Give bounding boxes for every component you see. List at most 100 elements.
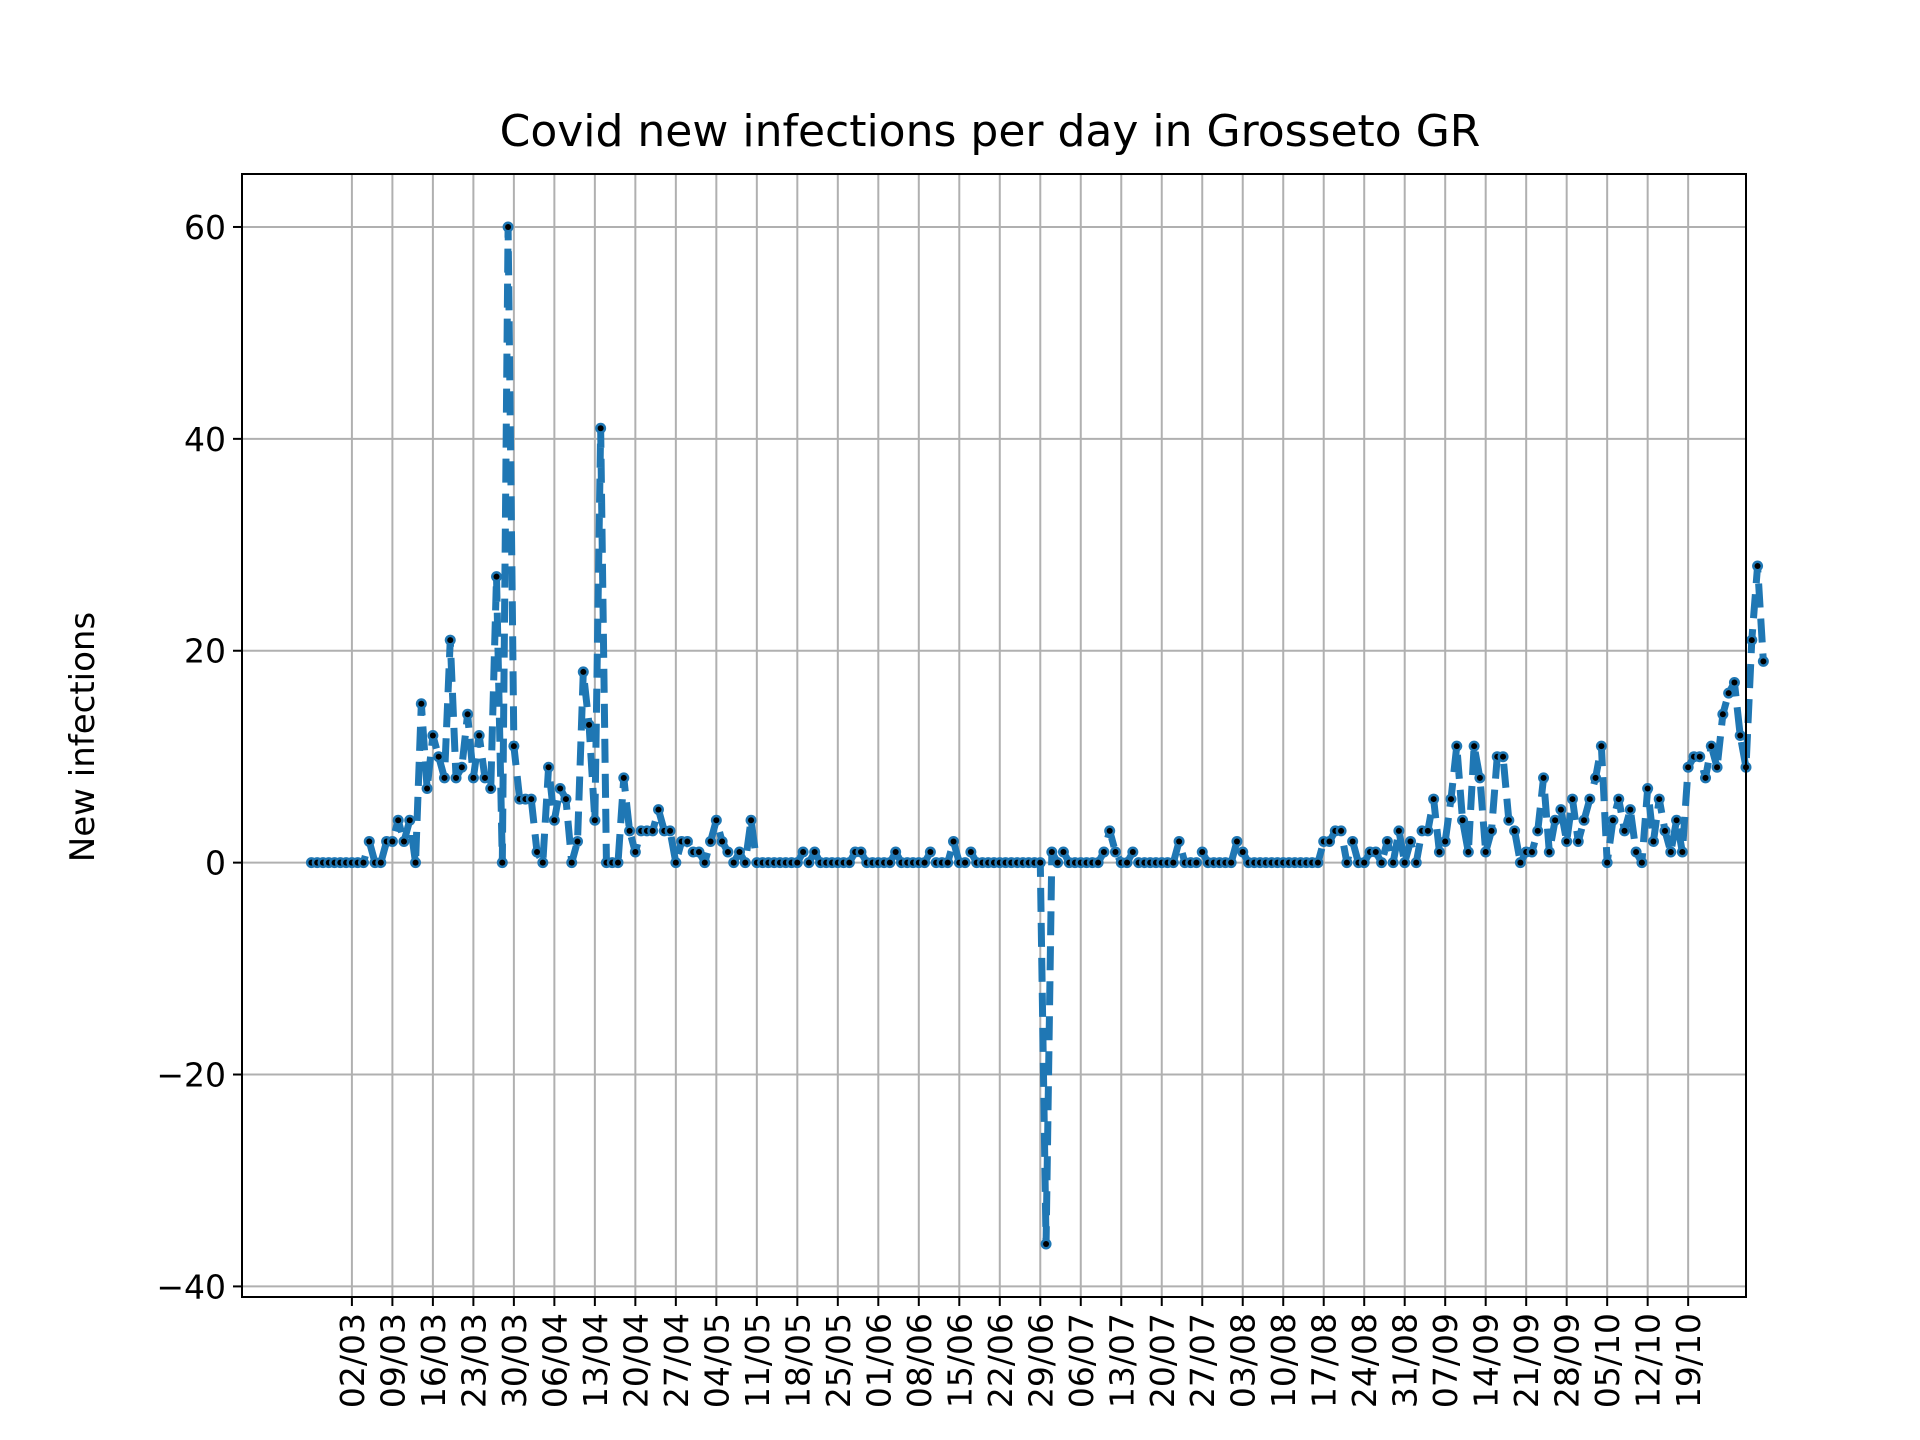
data-point bbox=[1638, 859, 1645, 866]
data-point bbox=[1488, 827, 1495, 834]
data-point bbox=[857, 849, 864, 856]
data-point bbox=[1349, 838, 1356, 845]
data-point bbox=[441, 774, 448, 781]
data-point bbox=[493, 573, 500, 580]
data-point bbox=[944, 859, 951, 866]
data-point bbox=[1465, 849, 1472, 856]
data-point bbox=[464, 711, 471, 718]
data-point bbox=[1037, 859, 1044, 866]
data-point bbox=[1378, 859, 1385, 866]
x-tick-label: 14/09 bbox=[1467, 1313, 1506, 1408]
data-point bbox=[655, 806, 662, 813]
x-tick-label: 01/06 bbox=[859, 1313, 898, 1408]
data-point bbox=[1343, 859, 1350, 866]
data-point bbox=[435, 753, 442, 760]
data-point bbox=[580, 668, 587, 675]
data-point bbox=[539, 859, 546, 866]
x-tick-label: 28/09 bbox=[1548, 1313, 1587, 1408]
x-tick-label: 22/06 bbox=[981, 1313, 1020, 1408]
data-point bbox=[1424, 827, 1431, 834]
data-point bbox=[1043, 1241, 1050, 1248]
data-point bbox=[962, 859, 969, 866]
data-point bbox=[620, 774, 627, 781]
data-point bbox=[1176, 838, 1183, 845]
data-point bbox=[1667, 849, 1674, 856]
data-point bbox=[719, 838, 726, 845]
data-point bbox=[1453, 743, 1460, 750]
data-point bbox=[1557, 806, 1564, 813]
data-point bbox=[724, 849, 731, 856]
x-tick-label: 08/06 bbox=[900, 1313, 939, 1408]
data-point bbox=[487, 785, 494, 792]
data-point bbox=[1199, 849, 1206, 856]
data-point bbox=[557, 785, 564, 792]
x-tick-label: 03/08 bbox=[1224, 1313, 1263, 1408]
plot-frame bbox=[241, 173, 1747, 1298]
y-tick-label: −20 bbox=[156, 1056, 226, 1095]
x-axis-ticks: 02/03 09/03 16/03 23/03 30/03 06/04 13/04 20/04… bbox=[333, 1297, 1708, 1408]
data-point bbox=[1129, 849, 1136, 856]
data-point bbox=[1395, 827, 1402, 834]
data-point bbox=[1662, 827, 1669, 834]
x-tick-label: 20/07 bbox=[1143, 1313, 1182, 1408]
data-point bbox=[1563, 838, 1570, 845]
data-point bbox=[1650, 838, 1657, 845]
data-point bbox=[672, 859, 679, 866]
x-tick-label: 15/06 bbox=[940, 1313, 979, 1408]
x-tick-label: 02/03 bbox=[333, 1313, 372, 1408]
data-point bbox=[1060, 849, 1067, 856]
x-tick-label: 20/04 bbox=[616, 1313, 655, 1408]
data-point bbox=[1100, 849, 1107, 856]
data-point bbox=[1511, 827, 1518, 834]
data-point bbox=[1193, 859, 1200, 866]
data-point bbox=[1708, 743, 1715, 750]
data-point bbox=[1679, 849, 1686, 856]
data-point bbox=[805, 859, 812, 866]
data-point bbox=[476, 732, 483, 739]
data-point bbox=[1575, 838, 1582, 845]
data-point bbox=[591, 817, 598, 824]
data-point bbox=[800, 849, 807, 856]
data-point bbox=[684, 838, 691, 845]
data-point bbox=[701, 859, 708, 866]
data-point bbox=[1500, 753, 1507, 760]
data-point bbox=[1673, 817, 1680, 824]
data-point bbox=[632, 849, 639, 856]
data-point bbox=[667, 827, 674, 834]
data-point bbox=[1413, 859, 1420, 866]
data-point bbox=[1372, 849, 1379, 856]
x-tick-label: 31/08 bbox=[1386, 1313, 1425, 1408]
y-tick-label: 40 bbox=[184, 420, 226, 459]
data-point bbox=[1054, 859, 1061, 866]
data-point bbox=[1540, 774, 1547, 781]
data-point bbox=[695, 849, 702, 856]
data-point bbox=[453, 774, 460, 781]
x-tick-label: 30/03 bbox=[495, 1313, 534, 1408]
data-point bbox=[406, 817, 413, 824]
data-point bbox=[418, 700, 425, 707]
x-tick-label: 24/08 bbox=[1345, 1313, 1384, 1408]
data-point bbox=[615, 859, 621, 866]
data-point bbox=[1482, 849, 1489, 856]
data-point bbox=[1586, 796, 1593, 803]
data-point bbox=[1656, 796, 1663, 803]
y-axis-ticks: −40 −20 0 20 40 60 bbox=[156, 208, 242, 1306]
data-point bbox=[1760, 658, 1767, 665]
data-point bbox=[1106, 827, 1113, 834]
data-point bbox=[1615, 796, 1622, 803]
data-point bbox=[412, 859, 419, 866]
data-point bbox=[389, 838, 396, 845]
data-point bbox=[1609, 817, 1616, 824]
x-tick-label: 06/04 bbox=[535, 1313, 574, 1408]
x-tick-label: 25/05 bbox=[819, 1313, 858, 1408]
data-point bbox=[470, 774, 477, 781]
data-point bbox=[1528, 849, 1535, 856]
data-point bbox=[1401, 859, 1408, 866]
data-point bbox=[360, 859, 367, 866]
data-point bbox=[1239, 849, 1246, 856]
x-tick-label: 27/07 bbox=[1183, 1313, 1222, 1408]
x-tick-label: 04/05 bbox=[697, 1313, 736, 1408]
x-tick-label: 12/10 bbox=[1629, 1313, 1668, 1408]
data-point bbox=[921, 859, 928, 866]
data-point bbox=[424, 785, 431, 792]
